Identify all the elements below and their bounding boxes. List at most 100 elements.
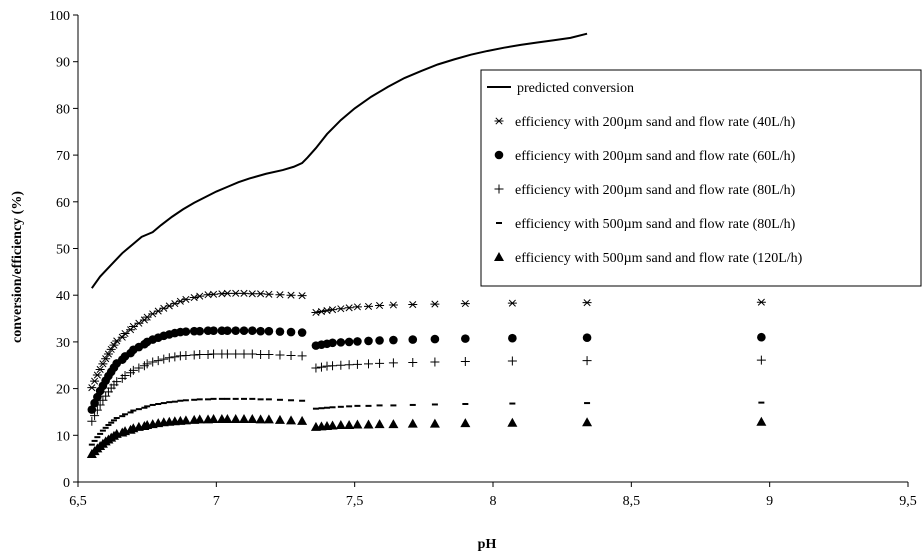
y-tick-label: 60 (56, 196, 70, 211)
data-point (336, 305, 346, 313)
data-point (756, 416, 767, 426)
data-point (256, 290, 266, 298)
data-point (248, 326, 257, 335)
data-point (374, 419, 385, 429)
data-point (408, 335, 418, 344)
x-tick-label: 9 (766, 494, 773, 509)
series-1 (91, 32, 588, 289)
data-point (153, 356, 163, 366)
data-point (407, 418, 418, 428)
data-point (344, 304, 354, 312)
data-point (328, 338, 337, 348)
data-point (430, 300, 440, 308)
data-point (90, 411, 100, 421)
data-point (375, 336, 384, 345)
data-point (364, 359, 373, 369)
data-point (389, 335, 398, 345)
x-tick-labels: 6,5 7 7,5 8 8,5 9 9,5 (69, 494, 917, 509)
data-point (195, 292, 205, 300)
data-point (98, 360, 108, 368)
y-tick-labels: 0 10 20 30 40 50 60 70 80 90 100 (49, 9, 70, 491)
data-point (95, 400, 105, 410)
data-point (181, 295, 191, 303)
data-point (344, 360, 354, 370)
data-point (231, 289, 241, 297)
data-point (142, 359, 152, 369)
x-tick-label: 7,5 (346, 494, 364, 509)
legend-label: efficiency with 200µm sand and flow rate… (515, 115, 796, 130)
y-tick-label: 100 (49, 9, 70, 24)
data-point (101, 355, 111, 363)
data-point (106, 345, 116, 353)
data-point (297, 415, 308, 425)
data-point (92, 405, 102, 415)
y-tick-label: 20 (56, 383, 70, 398)
y-tick-label: 90 (56, 56, 70, 71)
data-point (336, 360, 346, 370)
data-point (148, 357, 158, 367)
data-point (429, 418, 440, 428)
data-point (239, 413, 249, 423)
data-point (255, 414, 266, 424)
legend-marker (494, 184, 504, 194)
data-point (208, 413, 219, 423)
data-point (460, 418, 471, 428)
data-point (112, 377, 122, 387)
data-point (189, 293, 199, 302)
data-point (222, 349, 232, 359)
data-point (239, 289, 249, 297)
data-point (430, 334, 440, 344)
data-point (352, 419, 363, 429)
data-point (297, 351, 307, 361)
data-point (430, 357, 440, 367)
x-tick-label: 8 (490, 494, 497, 509)
data-point (92, 371, 102, 379)
data-point (164, 353, 174, 363)
x-tick-label: 7 (213, 494, 220, 509)
data-point (375, 301, 385, 310)
data-point (297, 292, 307, 300)
data-point (363, 419, 374, 429)
data-point (388, 358, 398, 368)
data-point (95, 365, 105, 374)
series-3 (87, 326, 766, 414)
data-point (460, 357, 470, 367)
y-tick-label: 40 (56, 289, 70, 304)
data-point (209, 349, 219, 359)
data-point (128, 365, 138, 375)
data-point (582, 417, 593, 427)
predicted-conversion-line (91, 32, 588, 289)
data-point (134, 363, 144, 373)
series-5 (88, 397, 765, 446)
y-tick-label: 30 (56, 336, 70, 351)
data-point (264, 326, 274, 336)
data-point (117, 333, 127, 341)
data-point (142, 313, 152, 321)
legend-box (480, 69, 922, 287)
data-point (159, 354, 169, 364)
data-point (239, 349, 249, 359)
data-point (352, 303, 362, 311)
x-tick-label: 8,5 (623, 494, 641, 509)
data-point (353, 337, 362, 346)
data-point (180, 415, 191, 425)
x-tick-label: 6,5 (69, 494, 87, 509)
y-tick-label: 80 (56, 102, 70, 117)
data-point (344, 337, 354, 347)
data-point (335, 420, 346, 430)
data-point (375, 358, 385, 368)
data-point (264, 350, 274, 360)
data-point (328, 306, 338, 314)
data-point (460, 300, 470, 308)
data-point (286, 291, 296, 299)
data-point (87, 384, 97, 392)
data-point (408, 357, 418, 367)
data-point (322, 307, 332, 315)
data-point (90, 377, 100, 385)
data-point (286, 327, 296, 337)
y-tick-label: 0 (63, 476, 70, 491)
data-point (507, 356, 517, 366)
data-point (388, 301, 398, 309)
axes (73, 14, 909, 487)
data-point (275, 291, 285, 299)
